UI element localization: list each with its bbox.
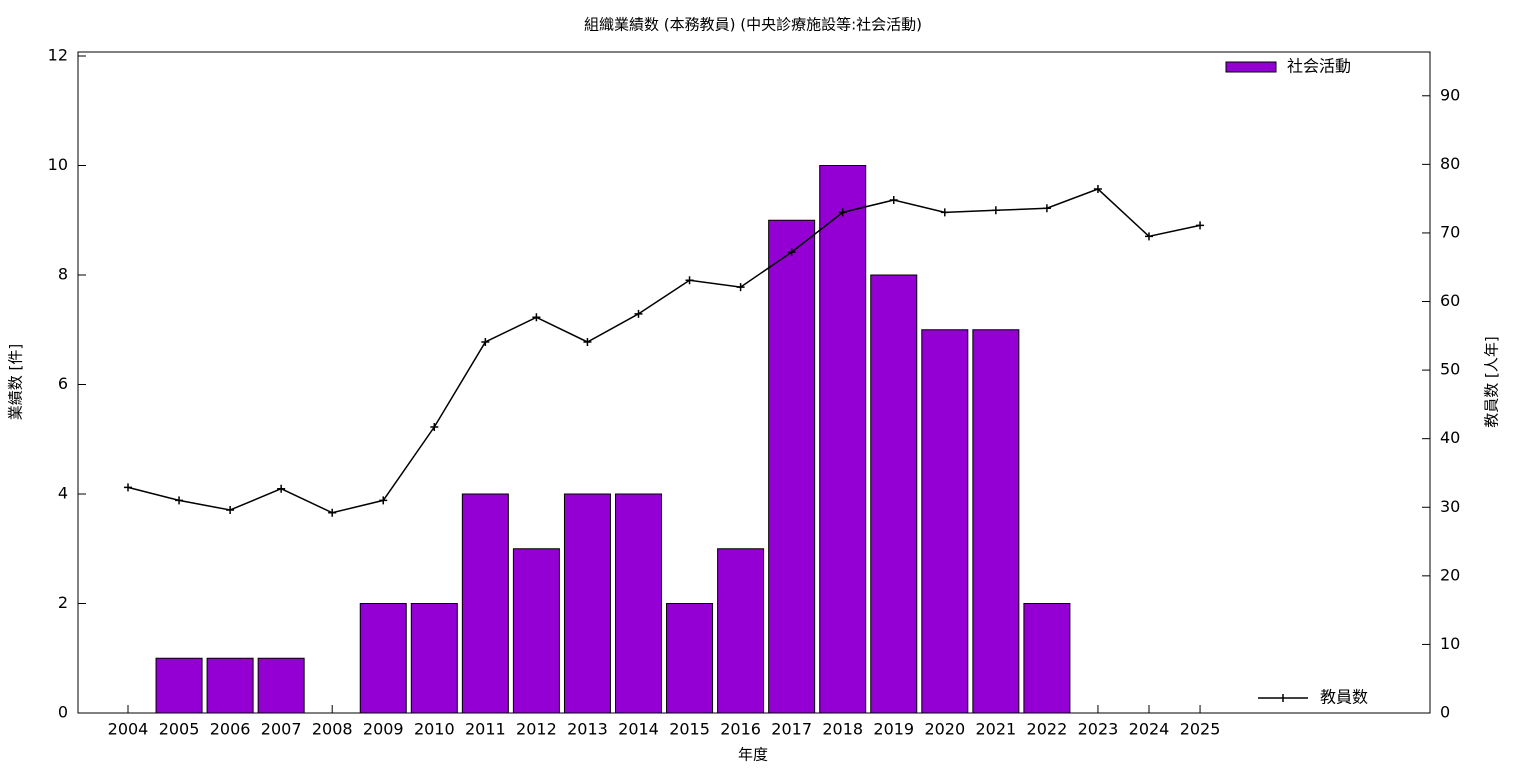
y2-axis-label: 教員数 [人年] [1483, 336, 1501, 427]
bar [563, 493, 611, 714]
bar [410, 603, 458, 714]
point [328, 508, 337, 517]
point [532, 313, 541, 322]
point [838, 208, 847, 217]
point [634, 309, 643, 318]
x-tick-label: 2025 [1180, 720, 1221, 739]
x-tick-label: 2023 [1078, 720, 1119, 739]
x-tick-label: 2018 [822, 720, 863, 739]
point [991, 206, 1000, 215]
point [481, 337, 490, 346]
bar [819, 165, 867, 714]
legend-label: 社会活動 [1287, 57, 1351, 76]
chart-title: 組織業績数 (本務教員) (中央診療施設等:社会活動) [584, 16, 922, 34]
point [175, 496, 184, 505]
y-tick-label: 8 [58, 265, 68, 284]
bar [512, 548, 560, 714]
x-tick-label: 2006 [210, 720, 251, 739]
x-tick-label: 2008 [312, 720, 353, 739]
point [1093, 185, 1102, 194]
y2-tick-label: 60 [1440, 291, 1460, 310]
y-tick-label: 10 [48, 155, 68, 174]
legend-label: 教員数 [1320, 688, 1368, 707]
y2-tick-label: 70 [1440, 222, 1460, 241]
y2-tick-label: 90 [1440, 85, 1460, 104]
bar [206, 657, 254, 714]
x-tick-label: 2016 [720, 720, 761, 739]
y-tick-label: 12 [48, 46, 68, 65]
y2-tick-label: 20 [1440, 565, 1460, 584]
x-tick-label: 2021 [975, 720, 1016, 739]
x-axis-label: 年度 [738, 746, 768, 764]
y-tick-label: 6 [58, 374, 68, 393]
point [787, 248, 796, 257]
point [583, 337, 592, 346]
x-tick-label: 2009 [363, 720, 404, 739]
y-tick-label: 2 [58, 593, 68, 612]
x-tick-label: 2014 [618, 720, 659, 739]
x-tick-label: 2007 [261, 720, 302, 739]
point [277, 484, 286, 493]
bar [972, 329, 1020, 714]
point [124, 483, 132, 492]
x-tick-label: 2022 [1027, 720, 1068, 739]
point [685, 276, 694, 285]
point [889, 196, 898, 205]
bar [666, 603, 714, 714]
y2-tick-label: 50 [1440, 360, 1460, 379]
bar [768, 219, 816, 714]
bar [921, 329, 969, 714]
point [430, 423, 439, 432]
bar [1023, 603, 1071, 714]
bar [359, 603, 407, 714]
legend-swatch [1225, 61, 1277, 73]
x-tick-label: 2005 [159, 720, 200, 739]
x-tick-label: 2017 [771, 720, 812, 739]
point [1196, 221, 1205, 230]
x-tick-label: 2020 [924, 720, 965, 739]
bar [155, 657, 203, 714]
x-tick-label: 2012 [516, 720, 557, 739]
point [736, 283, 745, 292]
y2-tick-label: 10 [1440, 634, 1460, 653]
bar [615, 493, 662, 714]
point [1042, 204, 1051, 213]
y2-tick-label: 30 [1440, 497, 1460, 516]
x-tick-label: 2019 [873, 720, 914, 739]
x-tick-label: 2013 [567, 720, 608, 739]
bar [257, 657, 305, 714]
point [379, 496, 388, 505]
line [127, 188, 1201, 514]
y2-tick-label: 0 [1440, 703, 1450, 722]
y-tick-label: 0 [58, 703, 68, 722]
y-axis-label: 業績数 [件] [7, 344, 25, 420]
x-tick-label: 2015 [669, 720, 710, 739]
y2-tick-label: 40 [1440, 428, 1460, 447]
bar [461, 493, 509, 714]
legend-line [1258, 694, 1308, 702]
point [940, 208, 949, 217]
x-tick-label: 2004 [108, 720, 149, 739]
y-tick-label: 4 [58, 484, 68, 503]
x-tick-label: 2010 [414, 720, 455, 739]
bar [717, 548, 765, 714]
x-tick-label: 2011 [465, 720, 506, 739]
point [1145, 232, 1153, 241]
x-tick-label: 2024 [1129, 720, 1170, 739]
point [226, 506, 235, 515]
y2-tick-label: 80 [1440, 154, 1460, 173]
bar [870, 274, 918, 714]
